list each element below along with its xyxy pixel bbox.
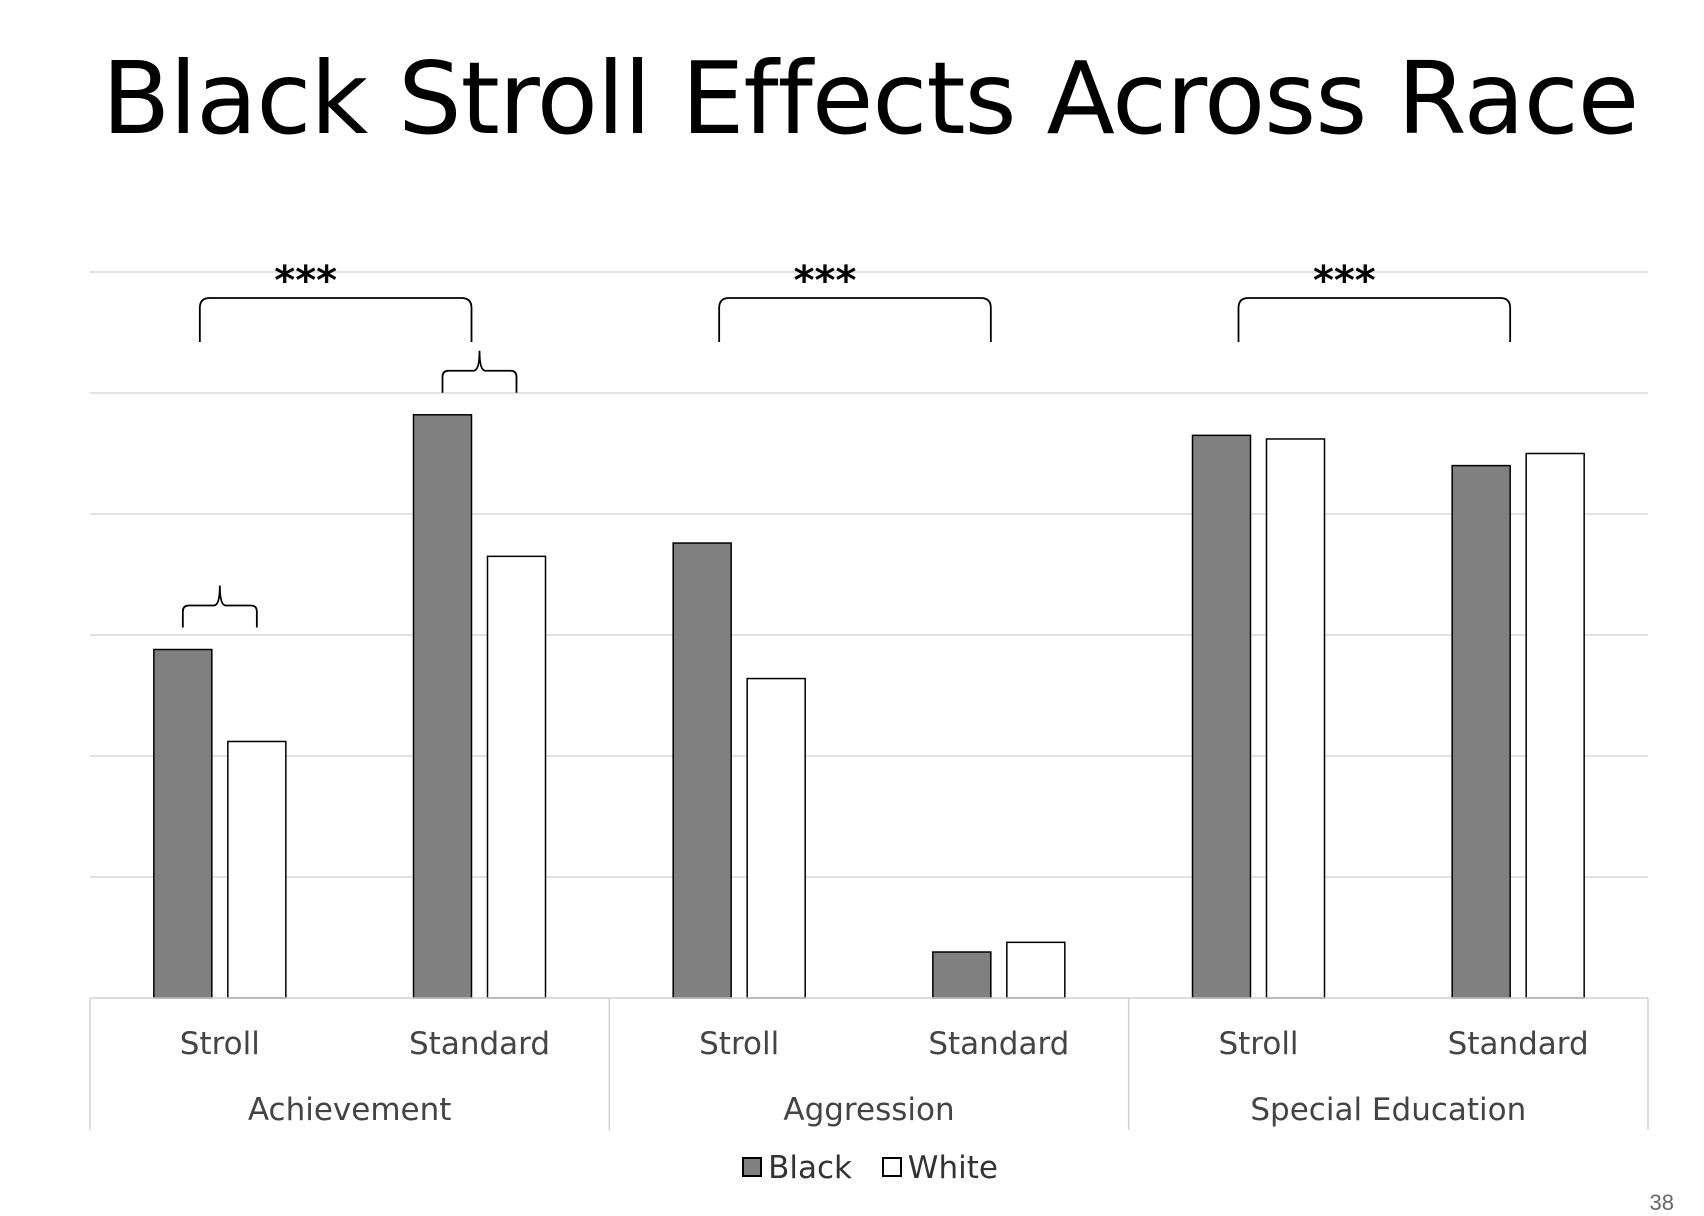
bar-black-0: [153, 648, 213, 999]
category-label: Stroll: [180, 1026, 260, 1062]
legend-item-white: White: [881, 1149, 998, 1186]
significance-bracket: [1237, 297, 1512, 342]
bar-black-4: [1191, 434, 1252, 999]
bar-black-2: [672, 542, 732, 999]
bar-white-0: [227, 740, 287, 999]
bar-black-1: [412, 414, 473, 999]
significance-label: ***: [794, 258, 857, 304]
category-label: Stroll: [1218, 1026, 1298, 1062]
bar-black-5: [1451, 464, 1511, 999]
significance-label: ***: [1313, 258, 1376, 304]
legend-item-black: Black: [742, 1150, 852, 1186]
legend-swatch-white: [881, 1157, 902, 1177]
legend-label-white: White: [907, 1149, 998, 1186]
category-label: Standard: [1448, 1026, 1589, 1062]
legend-label-black: Black: [768, 1149, 852, 1186]
significance-label: ***: [274, 258, 337, 304]
significance-bracket: [718, 297, 992, 342]
legend: Black White: [0, 1148, 1704, 1186]
pair-brace: [441, 350, 518, 393]
bar-white-2: [746, 677, 806, 999]
pair-brace: [181, 585, 258, 628]
category-label: Standard: [409, 1026, 550, 1062]
bar-white-1: [486, 555, 547, 999]
bar-black-3: [932, 951, 992, 999]
group-label: Achievement: [248, 1092, 452, 1128]
significance-bracket: [198, 297, 473, 342]
bar-white-4: [1265, 438, 1326, 999]
bar-white-5: [1525, 452, 1585, 999]
category-label: Standard: [928, 1026, 1069, 1062]
category-label: Stroll: [699, 1026, 779, 1062]
group-label: Special Education: [1250, 1092, 1526, 1128]
page-number: 38: [1649, 1190, 1674, 1215]
chart-title: Black Stroll Effects Across Race: [101, 40, 1639, 157]
bar-white-3: [1006, 941, 1066, 999]
legend-swatch-black: [742, 1157, 763, 1177]
group-label: Aggression: [783, 1092, 954, 1128]
